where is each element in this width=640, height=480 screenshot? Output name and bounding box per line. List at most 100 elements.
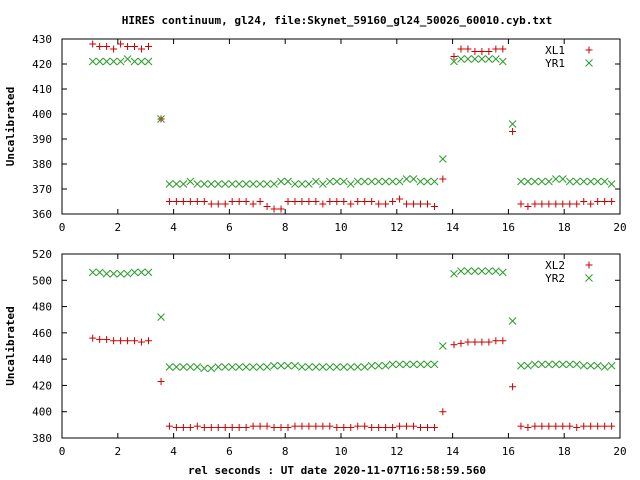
YR1-point-12 (179, 180, 188, 188)
XL2-point-10 (165, 422, 173, 430)
y-tick-label: 520 (32, 248, 52, 261)
YR2-point-38 (360, 363, 369, 371)
x-tick-label: 4 (170, 221, 177, 234)
YR2-point-15 (200, 364, 209, 373)
XL1-point-70 (594, 198, 602, 205)
YR2-point-64 (551, 360, 560, 369)
YR2-point-34 (332, 363, 341, 371)
YR2-point-24 (263, 363, 271, 371)
XL2-point-64 (552, 422, 560, 430)
XL1-point-19 (228, 198, 236, 205)
XL1-point-62 (538, 200, 546, 208)
YR2-point-50 (450, 269, 458, 278)
XL2-point-42 (389, 423, 397, 431)
YR2-point-19 (228, 363, 237, 371)
YR2-point-59 (517, 361, 525, 370)
XL2-point-15 (200, 423, 208, 431)
y-tick-label: 400 (32, 108, 52, 121)
YR2-point-62 (538, 360, 546, 369)
y-axis-label: Uncalibrated (4, 306, 17, 385)
YR2-point-26 (277, 361, 285, 370)
YR2-point-36 (346, 363, 355, 371)
XL1-point-28 (291, 198, 299, 205)
y-tick-label: 480 (32, 301, 52, 314)
YR2-point-71 (600, 363, 609, 371)
YR1-point-43 (395, 177, 404, 186)
x-tick-label: 0 (59, 221, 66, 234)
series-YR2 (88, 267, 616, 373)
XL2-point-55 (485, 338, 493, 346)
XL1-point-13 (186, 198, 194, 205)
YR1-point-63 (545, 177, 553, 186)
XL2-point-53 (471, 338, 479, 346)
YR1-point-45 (409, 175, 418, 183)
YR2-point-3 (109, 269, 118, 278)
XL1-point-45 (410, 200, 418, 208)
x-tick-label: 16 (502, 445, 515, 458)
y-tick-label: 400 (32, 406, 52, 419)
YR2-point-8 (144, 268, 153, 277)
XL1-point-58 (509, 128, 517, 135)
YR2-point-17 (214, 363, 223, 371)
XL2-point-47 (423, 423, 431, 431)
XL2-point-46 (417, 423, 425, 431)
XL2-point-33 (326, 422, 334, 430)
XL2-point-35 (340, 423, 348, 431)
YR2-point-55 (485, 267, 493, 275)
YR1-point-2 (102, 57, 111, 66)
x-axis-label: rel seconds : UT date 2020-11-07T16:58:5… (188, 464, 486, 477)
XL2-point-52 (464, 338, 472, 346)
YR2-point-20 (235, 363, 244, 371)
XL2-point-37 (354, 422, 362, 430)
x-tick-label: 14 (446, 445, 460, 458)
XL2-point-65 (559, 422, 567, 430)
XL2-point-30 (305, 422, 313, 430)
XL1-point-55 (485, 48, 493, 55)
x-tick-label: 12 (390, 445, 403, 458)
YR1-point-20 (235, 180, 244, 188)
plot-frame (61, 38, 621, 215)
y-tick-label: 390 (32, 133, 52, 146)
YR2-point-60 (524, 361, 532, 370)
XL2-point-62 (538, 422, 546, 430)
XL1-point-69 (587, 200, 595, 208)
YR1-point-31 (312, 177, 320, 186)
chart-title: HIRES continuum, gl24, file:Skynet_59160… (122, 14, 552, 27)
YR2-point-37 (353, 363, 362, 371)
YR1-point-22 (249, 180, 257, 188)
y-tick-label: 370 (32, 183, 52, 196)
YR1-point-44 (402, 175, 411, 183)
XL2-point-9 (157, 377, 165, 385)
legend-label-YR2: YR2 (545, 272, 565, 285)
XL1-point-57 (499, 45, 507, 53)
YR1-point-54 (478, 55, 486, 63)
XL1-point-12 (179, 198, 187, 205)
YR1-point-39 (367, 177, 376, 186)
YR2-point-2 (102, 269, 111, 278)
XL2-point-11 (172, 423, 180, 431)
YR1-point-11 (172, 180, 181, 188)
XL2-point-59 (517, 422, 525, 430)
XL1-point-59 (517, 200, 525, 208)
XL1-point-64 (552, 200, 560, 208)
XL2-point-24 (263, 422, 271, 430)
y-tick-label: 410 (32, 83, 52, 96)
plot-frame (61, 253, 621, 439)
YR1-point-70 (593, 177, 602, 186)
XL2-point-20 (235, 423, 243, 431)
XL1-point-34 (333, 198, 341, 205)
XL1-point-42 (389, 198, 397, 205)
XL2-point-48 (430, 423, 438, 431)
XL2-point-38 (361, 422, 369, 430)
YR1-point-36 (346, 180, 355, 188)
XL2-point-1 (96, 335, 104, 343)
XL2-point-41 (382, 423, 390, 431)
XL1-point-68 (580, 198, 588, 205)
y-tick-label: 360 (32, 208, 52, 221)
XL1-point-23 (256, 198, 264, 205)
XL2-point-34 (333, 423, 341, 431)
YR2-point-72 (607, 361, 616, 370)
YR1-point-50 (450, 57, 458, 66)
YR1-point-53 (471, 55, 479, 63)
